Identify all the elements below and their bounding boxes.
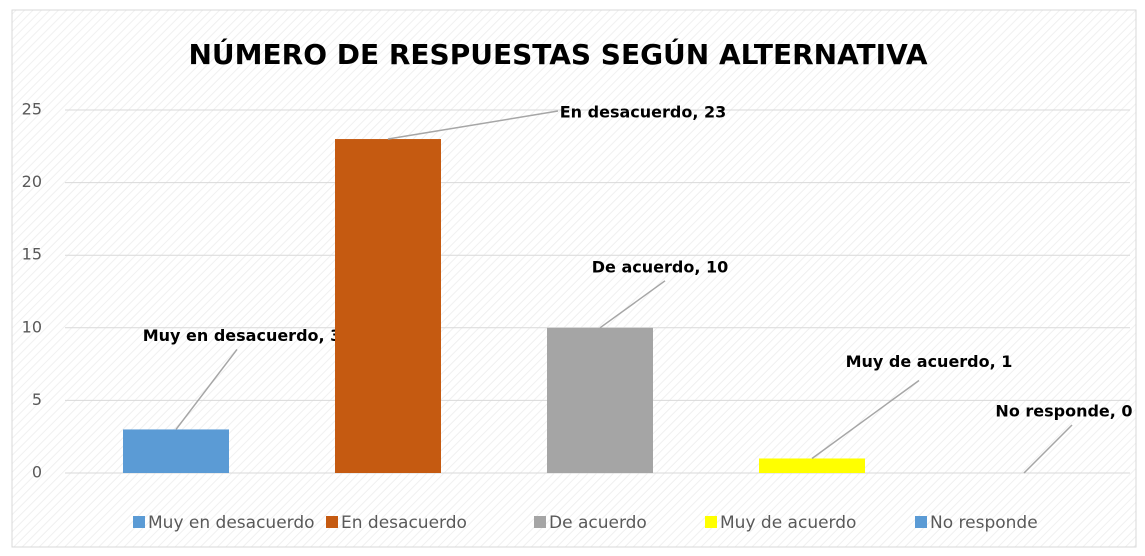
bar (335, 139, 441, 474)
y-tick-label: 25 (22, 100, 42, 119)
bar (547, 327, 653, 473)
data-label: No responde, 0 (995, 402, 1132, 421)
legend-swatch (915, 516, 927, 528)
chart-title: NÚMERO DE RESPUESTAS SEGÚN ALTERNATIVA (188, 37, 927, 71)
legend-label: En desacuerdo (341, 513, 467, 533)
legend-label: Muy en desacuerdo (148, 513, 315, 533)
data-label: Muy en desacuerdo, 3 (143, 326, 342, 345)
legend-label: No responde (930, 513, 1038, 533)
y-tick-label: 0 (32, 463, 42, 482)
data-label: Muy de acuerdo, 1 (846, 352, 1013, 371)
data-label: En desacuerdo, 23 (560, 103, 727, 122)
leader-line (811, 379, 920, 460)
legend-swatch (705, 516, 717, 528)
legend-swatch (326, 516, 338, 528)
legend-swatch (534, 516, 546, 528)
leader-line (387, 110, 559, 140)
leader-line (175, 348, 238, 430)
y-tick-label: 5 (32, 390, 42, 409)
leader-line (599, 280, 666, 329)
y-tick-label: 20 (22, 172, 42, 191)
y-tick-label: 10 (22, 317, 42, 336)
bar (759, 458, 865, 473)
legend-label: Muy de acuerdo (720, 513, 856, 533)
leader-line (1023, 424, 1073, 474)
legend-label: De acuerdo (549, 513, 647, 533)
bar (123, 429, 229, 473)
y-tick-label: 15 (22, 245, 42, 264)
legend-swatch (133, 516, 145, 528)
data-label: De acuerdo, 10 (592, 257, 728, 276)
